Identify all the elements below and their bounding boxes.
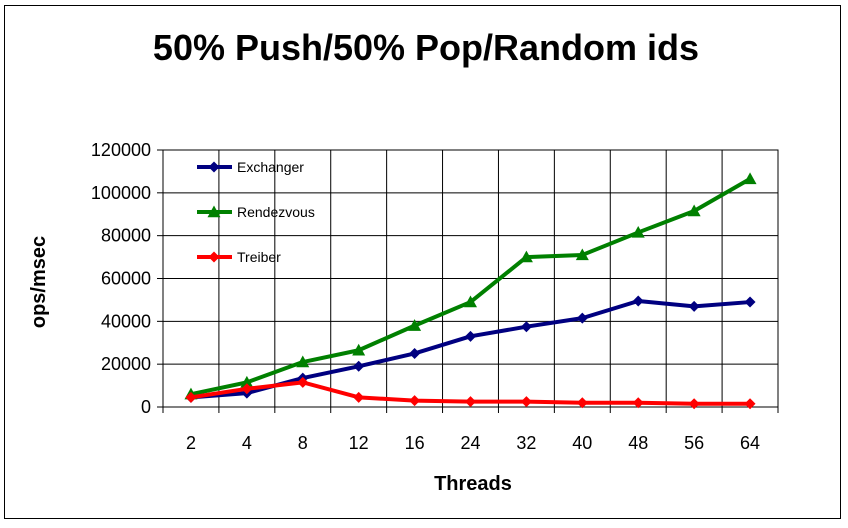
data-point-treiber (353, 391, 365, 403)
y-tick-label: 60000 (101, 269, 151, 289)
x-tick-label: 48 (628, 433, 648, 453)
y-tick-label: 0 (141, 397, 151, 417)
data-point-exchanger (520, 321, 532, 333)
data-point-rendezvous (687, 204, 701, 217)
chart-title: 50% Push/50% Pop/Random ids (153, 27, 699, 68)
y-tick-label: 120000 (91, 140, 151, 160)
data-point-rendezvous (743, 172, 757, 185)
x-axis-title: Threads (434, 473, 512, 495)
data-point-rendezvous (240, 375, 254, 388)
x-tick-label: 40 (572, 433, 592, 453)
x-tick-label: 16 (405, 433, 425, 453)
legend-marker-rendezvous (207, 205, 221, 218)
chart-frame (4, 5, 841, 519)
x-tick-label: 4 (242, 433, 252, 453)
data-point-exchanger (353, 360, 365, 372)
x-tick-label: 8 (298, 433, 308, 453)
legend-label-rendezvous: Rendezvous (237, 204, 315, 220)
data-point-treiber (297, 376, 309, 388)
data-point-treiber (688, 398, 700, 410)
legend-label-exchanger: Exchanger (237, 159, 304, 175)
data-point-exchanger (465, 330, 476, 342)
data-point-rendezvous (575, 248, 589, 261)
data-point-treiber (465, 396, 476, 408)
data-point-treiber (576, 397, 588, 409)
legend: Exchanger Rendezvous Treiber (197, 159, 315, 265)
data-point-treiber (185, 391, 197, 403)
data-point-rendezvous (296, 355, 310, 368)
x-tick-label: 2 (186, 433, 196, 453)
data-point-treiber (520, 396, 532, 408)
data-point-exchanger (409, 347, 421, 359)
data-point-exchanger (744, 296, 756, 308)
y-tick-label: 20000 (101, 354, 151, 374)
y-axis-title: ops/msec (28, 236, 50, 328)
data-point-rendezvous (464, 295, 477, 308)
data-point-treiber (632, 397, 644, 409)
data-point-treiber (744, 398, 756, 410)
data-point-exchanger (688, 300, 700, 312)
x-tick-label: 56 (684, 433, 704, 453)
x-tick-label: 12 (349, 433, 369, 453)
data-point-treiber (409, 395, 421, 407)
data-point-exchanger (632, 295, 644, 307)
y-tick-label: 40000 (101, 311, 151, 331)
y-tick-label: 80000 (101, 226, 151, 246)
legend-marker-exchanger (208, 161, 220, 173)
data-point-rendezvous (408, 319, 422, 331)
x-tick-label: 24 (460, 433, 480, 453)
x-tick-label: 32 (516, 433, 536, 453)
data-point-rendezvous (631, 225, 645, 238)
y-tick-label: 100000 (91, 183, 151, 203)
legend-label-treiber: Treiber (237, 249, 281, 265)
data-point-rendezvous (352, 343, 366, 356)
data-point-rendezvous (519, 250, 533, 263)
x-tick-label: 64 (740, 433, 760, 453)
data-point-treiber (241, 383, 253, 395)
data-point-exchanger (576, 312, 588, 324)
legend-marker-treiber (208, 251, 220, 263)
